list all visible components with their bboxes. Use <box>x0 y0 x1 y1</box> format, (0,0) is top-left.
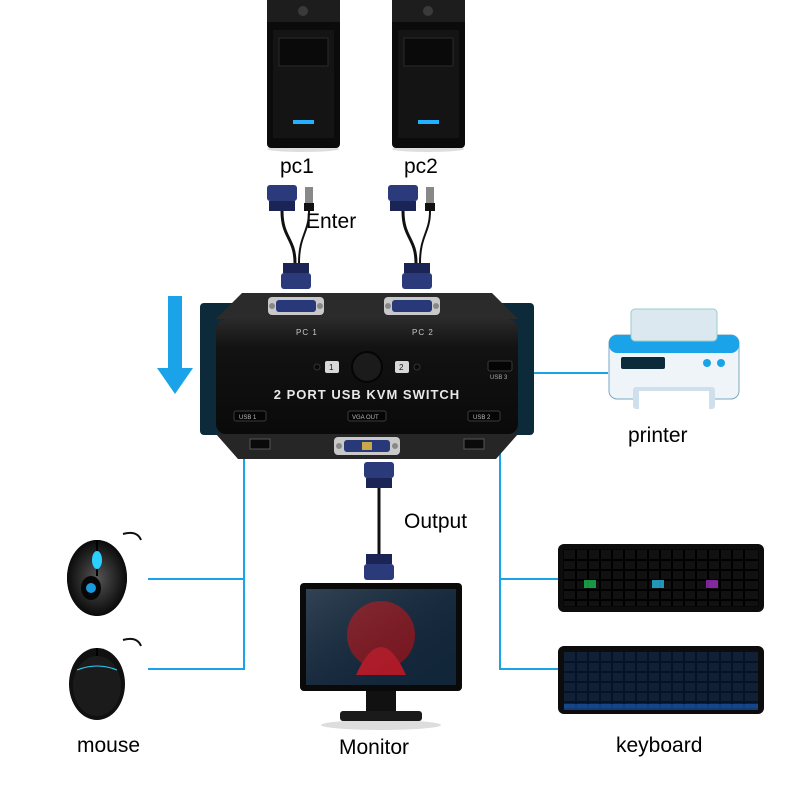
svg-text:USB 2: USB 2 <box>473 415 491 421</box>
pc2-tower <box>386 0 471 152</box>
label-output: Output <box>404 510 467 534</box>
keyboard-1 <box>556 536 766 618</box>
printer <box>603 305 745 417</box>
svg-text:2 PORT USB KVM SWITCH: 2 PORT USB KVM SWITCH <box>274 387 460 402</box>
line-usb2-right-top <box>499 578 562 580</box>
svg-text:1: 1 <box>329 363 334 372</box>
svg-text:PC 2: PC 2 <box>412 328 434 337</box>
label-pc2: pc2 <box>404 155 438 179</box>
line-usb1-left-top <box>148 578 245 580</box>
svg-text:PC 1: PC 1 <box>296 328 318 337</box>
svg-text:2: 2 <box>399 363 404 372</box>
label-mouse: mouse <box>77 734 140 758</box>
label-keyboard: keyboard <box>616 734 702 758</box>
kvm-switch: PC 1 PC 2 1 2 USB 3 2 PORT USB KVM SWITC… <box>206 289 528 479</box>
line-usb2-right-bot <box>499 668 562 670</box>
label-monitor: Monitor <box>339 736 409 760</box>
vga-cable-pc1 <box>259 183 337 295</box>
line-usb1-left-bot <box>148 668 245 670</box>
mouse-1 <box>53 528 145 620</box>
flow-arrow-head <box>157 368 193 394</box>
keyboard-2 <box>556 638 766 720</box>
label-printer: printer <box>628 424 688 448</box>
mouse-2 <box>53 634 145 726</box>
flow-arrow-stem <box>168 296 182 370</box>
monitor <box>296 579 466 733</box>
svg-text:VGA OUT: VGA OUT <box>352 415 379 421</box>
line-to-printer <box>528 372 608 374</box>
svg-text:USB 1: USB 1 <box>239 415 257 421</box>
pc1-tower <box>261 0 346 152</box>
vga-cable-pc2 <box>380 183 458 295</box>
svg-text:USB 3: USB 3 <box>490 375 508 381</box>
line-usb1-left-bot-v <box>243 622 245 670</box>
label-pc1: pc1 <box>280 155 314 179</box>
